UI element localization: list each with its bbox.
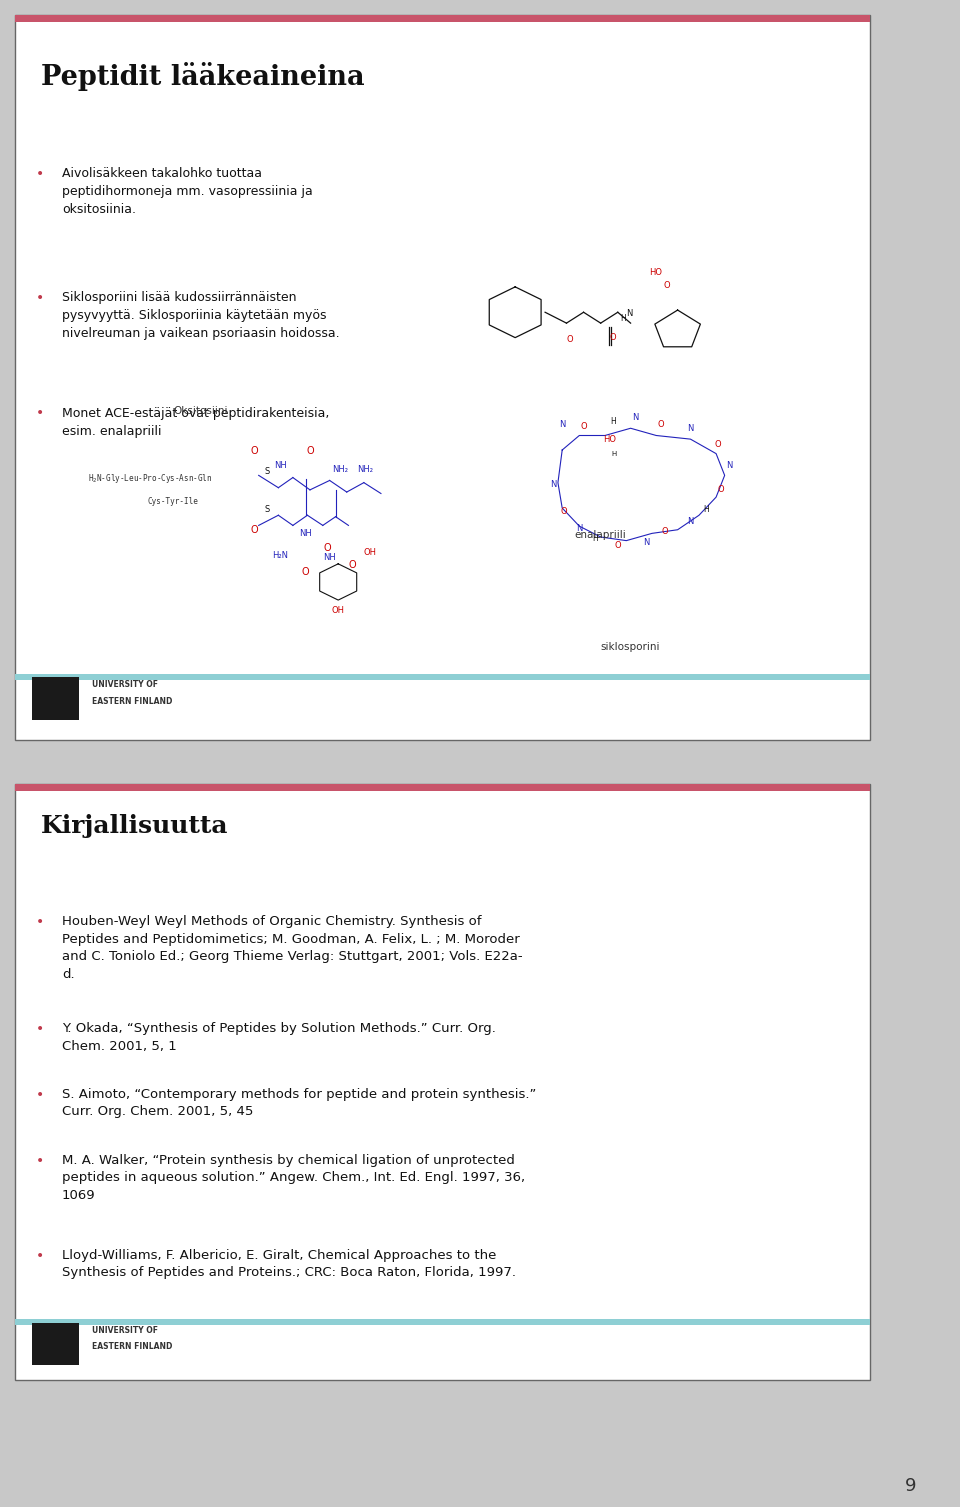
- Text: Cys-Tyr-Ile: Cys-Tyr-Ile: [148, 497, 199, 506]
- Text: Kirjallisuutta: Kirjallisuutta: [40, 814, 228, 838]
- Text: O: O: [658, 420, 663, 429]
- Text: •: •: [36, 167, 44, 181]
- Text: S: S: [265, 505, 270, 514]
- Text: H: H: [620, 313, 626, 322]
- Text: H: H: [703, 505, 708, 514]
- Text: O: O: [301, 567, 309, 577]
- Text: O: O: [661, 527, 668, 535]
- Text: NH₂: NH₂: [357, 466, 373, 475]
- Text: Monet ACE-estäjät ovat peptidirakenteisia,
esim. enalapriili: Monet ACE-estäjät ovat peptidirakenteisi…: [62, 407, 329, 437]
- Text: •: •: [36, 291, 44, 304]
- Bar: [15, 1319, 870, 1325]
- Text: Oksitosiini: Oksitosiini: [173, 407, 228, 416]
- Text: N: N: [632, 413, 638, 422]
- Bar: [15, 674, 870, 680]
- Text: UNIVERSITY OF: UNIVERSITY OF: [92, 680, 158, 689]
- Text: N: N: [643, 538, 649, 547]
- Text: N: N: [550, 481, 557, 490]
- Text: H₂N: H₂N: [272, 550, 288, 559]
- Text: O: O: [714, 440, 721, 449]
- Text: O: O: [561, 508, 567, 515]
- Text: O: O: [251, 524, 258, 535]
- Text: O: O: [580, 422, 587, 431]
- Text: •: •: [36, 1249, 44, 1263]
- Text: NH: NH: [300, 529, 312, 538]
- Text: Houben-Weyl Weyl Methods of Organic Chemistry. Synthesis of
Peptides and Peptido: Houben-Weyl Weyl Methods of Organic Chem…: [62, 915, 522, 981]
- Text: N: N: [726, 461, 732, 470]
- Bar: [15, 784, 870, 791]
- Text: O: O: [610, 333, 616, 342]
- Text: M. A. Walker, “Protein synthesis by chemical ligation of unprotected
peptides in: M. A. Walker, “Protein synthesis by chem…: [62, 1153, 525, 1201]
- Text: •: •: [36, 1153, 44, 1168]
- Text: •: •: [36, 407, 44, 420]
- Text: NH₂: NH₂: [332, 466, 348, 475]
- Text: Lloyd-Williams, F. Albericio, E. Giralt, Chemical Approaches to the
Synthesis of: Lloyd-Williams, F. Albericio, E. Giralt,…: [62, 1249, 516, 1279]
- Text: O: O: [306, 446, 314, 457]
- Bar: [32, 677, 79, 720]
- Text: OH: OH: [332, 606, 345, 615]
- Text: N: N: [576, 524, 583, 533]
- Text: H: H: [611, 416, 616, 425]
- Text: O: O: [251, 446, 258, 457]
- Text: HO: HO: [649, 268, 662, 277]
- Text: UNIVERSITY OF: UNIVERSITY OF: [92, 1326, 158, 1335]
- Text: N: N: [687, 517, 694, 526]
- Text: O: O: [566, 335, 573, 344]
- Text: EASTERN FINLAND: EASTERN FINLAND: [92, 696, 173, 705]
- Text: EASTERN FINLAND: EASTERN FINLAND: [92, 1343, 173, 1352]
- Text: O: O: [614, 541, 621, 550]
- Text: O: O: [324, 543, 331, 553]
- Text: N: N: [559, 420, 565, 429]
- Text: N: N: [626, 309, 633, 318]
- Text: O: O: [348, 559, 356, 570]
- Bar: [32, 1323, 79, 1365]
- Text: HO: HO: [603, 434, 615, 443]
- Text: N: N: [687, 423, 694, 433]
- Text: S. Aimoto, “Contemporary methods for peptide and protein synthesis.”
Curr. Org. : S. Aimoto, “Contemporary methods for pep…: [62, 1088, 537, 1118]
- Text: enalapriili: enalapriili: [575, 530, 627, 540]
- Text: siklosporini: siklosporini: [601, 642, 660, 653]
- Text: O: O: [717, 485, 724, 494]
- Text: Peptidit lääkeaineina: Peptidit lääkeaineina: [40, 62, 364, 90]
- Text: H: H: [611, 451, 616, 457]
- Text: 9: 9: [905, 1477, 917, 1495]
- Text: S: S: [265, 467, 270, 476]
- Text: O: O: [663, 280, 670, 289]
- Text: Y. Okada, “Synthesis of Peptides by Solution Methods.” Curr. Org.
Chem. 2001, 5,: Y. Okada, “Synthesis of Peptides by Solu…: [62, 1022, 496, 1053]
- Text: H$_2$N-Gly-Leu-Pro-Cys-Asn-Gln: H$_2$N-Gly-Leu-Pro-Cys-Asn-Gln: [87, 472, 212, 485]
- Text: •: •: [36, 1088, 44, 1102]
- Text: H: H: [591, 533, 597, 543]
- Text: Siklosporiini lisää kudossiirrännäisten
pysyvyyttä. Siklosporiinia käytetään myö: Siklosporiini lisää kudossiirrännäisten …: [62, 291, 340, 339]
- Text: Aivolisäkkeen takalohko tuottaa
peptidihormoneja mm. vasopressiinia ja
oksitosii: Aivolisäkkeen takalohko tuottaa peptidih…: [62, 167, 313, 216]
- Text: •: •: [36, 1022, 44, 1037]
- Text: NH: NH: [274, 461, 286, 470]
- Text: •: •: [36, 915, 44, 930]
- Text: NH: NH: [324, 553, 336, 562]
- Bar: [15, 15, 870, 23]
- Text: OH: OH: [363, 549, 376, 558]
